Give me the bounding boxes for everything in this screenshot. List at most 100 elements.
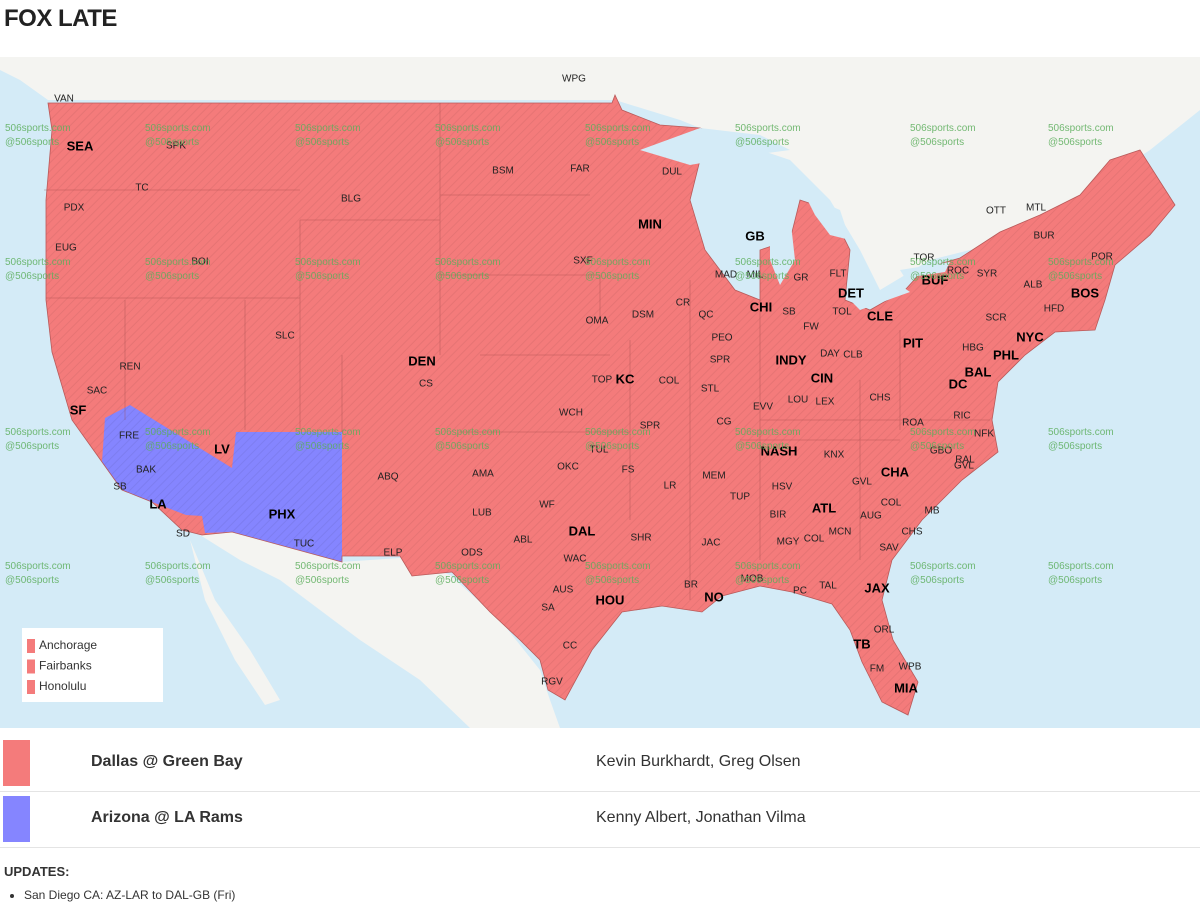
city-label: LA: [149, 496, 167, 511]
watermark: 506sports.com: [5, 257, 71, 268]
city-label: WCH: [559, 408, 583, 419]
city-label: ODS: [461, 548, 483, 559]
canada: [0, 57, 1200, 290]
city-label: RAL: [955, 455, 975, 466]
city-label: KC: [616, 371, 635, 386]
city-label: SHR: [630, 533, 651, 544]
city-label: MB: [925, 506, 940, 517]
city-label: CS: [419, 379, 433, 390]
city-label: SAC: [87, 386, 108, 397]
watermark: @506sports: [1048, 271, 1102, 282]
city-label: COL: [804, 534, 825, 545]
city-label: TAL: [819, 581, 837, 592]
city-label: TOL: [832, 307, 852, 318]
city-label: OTT: [986, 206, 1006, 217]
city-label: PHL: [993, 347, 1019, 362]
city-label: MIN: [638, 216, 662, 231]
inset-legend: Anchorage Fairbanks Honolulu: [22, 628, 163, 702]
city-label: EUG: [55, 243, 77, 254]
watermark: @506sports: [585, 137, 639, 148]
city-label: FS: [622, 465, 635, 476]
watermark: @506sports: [5, 441, 59, 452]
city-labels: WPG VAN SEA SPK TC PDX EUG BOI BLG BSM FAR DUL MIN GB…: [54, 74, 1113, 696]
city-label: CHS: [869, 393, 890, 404]
city-label: SA: [541, 603, 555, 614]
city-label: ABL: [514, 535, 533, 546]
city-label: BOI: [191, 257, 208, 268]
watermark: @506sports: [295, 441, 349, 452]
city-label: LR: [664, 481, 677, 492]
city-label: SLC: [275, 331, 294, 342]
updates-heading: UPDATES:: [4, 864, 70, 879]
city-label: AUS: [553, 585, 574, 596]
city-label: SF: [70, 402, 87, 417]
city-label: MTL: [1026, 203, 1046, 214]
city-label: SD: [176, 529, 190, 540]
city-label: CHA: [881, 464, 910, 479]
watermark: 506sports.com: [145, 123, 211, 134]
city-label: TC: [135, 183, 148, 194]
city-label: SAV: [879, 543, 899, 554]
watermark: 506sports.com: [735, 561, 801, 572]
inset-legend-swatch: [27, 659, 35, 674]
inset-legend-box: [22, 628, 163, 702]
watermark: @506sports: [585, 575, 639, 586]
watermark: 506sports.com: [435, 123, 501, 134]
city-label: GVL: [852, 477, 872, 488]
city-label: LUB: [472, 508, 492, 519]
city-label: LOU: [788, 395, 809, 406]
game-swatch: [3, 740, 30, 786]
city-label: GB: [745, 228, 765, 243]
city-label: EVV: [753, 402, 773, 413]
city-label: DAY: [820, 349, 840, 360]
watermark: @506sports: [145, 271, 199, 282]
watermark: 506sports.com: [435, 561, 501, 572]
watermark: 506sports.com: [735, 427, 801, 438]
city-label: NO: [704, 589, 724, 604]
city-label: LEX: [816, 397, 835, 408]
city-label: BLG: [341, 194, 361, 205]
city-label: WPG: [562, 74, 586, 85]
city-label: PC: [793, 586, 807, 597]
watermark: @506sports: [910, 137, 964, 148]
city-label: CLE: [867, 308, 893, 323]
watermark: 506sports.com: [735, 257, 801, 268]
city-label: WPB: [899, 662, 922, 673]
city-label: TUC: [294, 539, 315, 550]
inset-legend-label: Fairbanks: [39, 659, 92, 673]
city-label: CR: [676, 298, 690, 309]
game-row: Arizona @ LA Rams Kenny Albert, Jonathan …: [0, 796, 1200, 842]
city-label: SXF: [573, 256, 592, 267]
watermark: @506sports: [910, 441, 964, 452]
city-label: LV: [214, 441, 230, 456]
watermark: 506sports.com: [585, 257, 651, 268]
watermark: @506sports: [1048, 441, 1102, 452]
city-label: ELP: [384, 548, 403, 559]
watermark: 506sports.com: [585, 561, 651, 572]
city-label: CIN: [811, 370, 833, 385]
city-label: DEN: [408, 353, 435, 368]
city-label: CHI: [750, 299, 772, 314]
city-label: FAR: [570, 164, 589, 175]
city-label: MIL: [747, 270, 764, 281]
city-label: DC: [949, 376, 968, 391]
watermark: @506sports: [735, 271, 789, 282]
city-label: OMA: [586, 316, 609, 327]
watermark: 506sports.com: [910, 257, 976, 268]
game-matchup: Arizona @ LA Rams: [91, 809, 243, 826]
city-label: REN: [119, 362, 140, 373]
city-label: ALB: [1024, 280, 1043, 291]
update-item: San Diego CA: AZ-LAR to DAL-GB (Fri): [24, 888, 235, 902]
watermark: 506sports.com: [5, 123, 71, 134]
watermark: @506sports: [585, 271, 639, 282]
game-matchup: Dallas @ Green Bay: [91, 753, 243, 770]
city-label: BUF: [922, 272, 949, 287]
city-label: MCN: [829, 527, 852, 538]
watermark: @506sports: [5, 271, 59, 282]
city-label: BAK: [136, 465, 156, 476]
city-label: SCR: [985, 313, 1006, 324]
city-label: NYC: [1016, 329, 1044, 344]
watermark: 506sports.com: [585, 427, 651, 438]
city-label: TOR: [914, 253, 935, 264]
